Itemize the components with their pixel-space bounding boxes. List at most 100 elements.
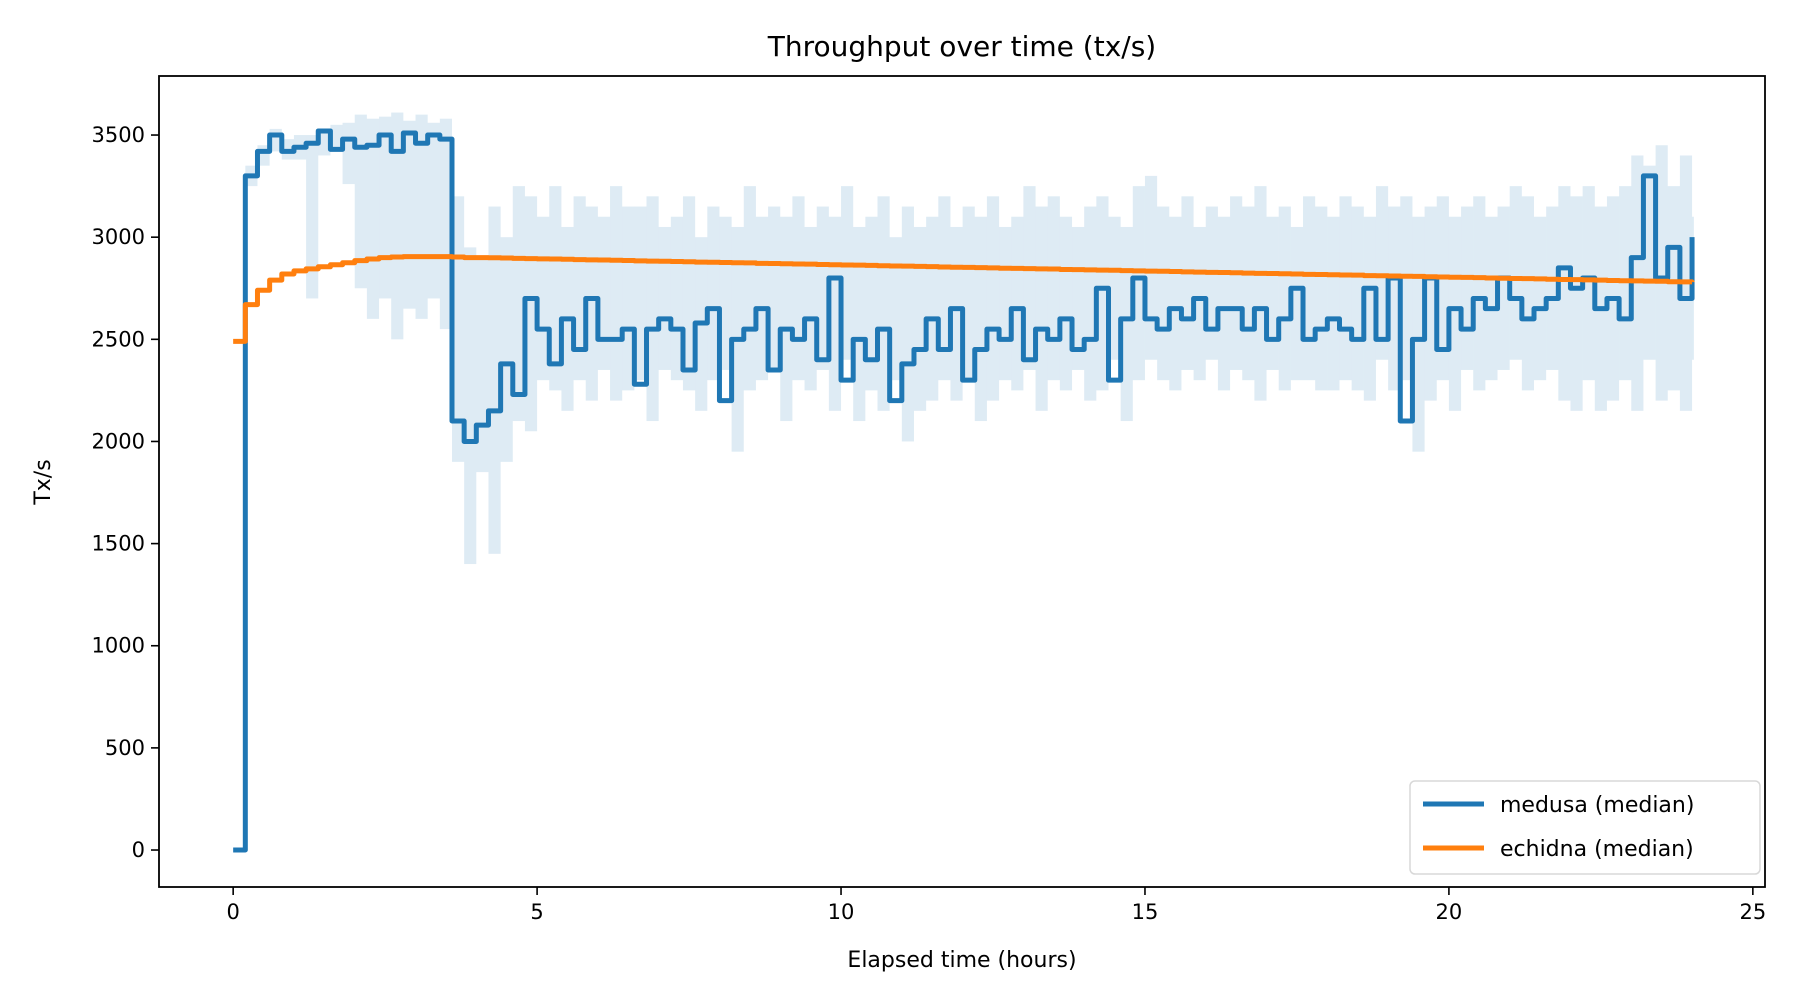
band-segment bbox=[488, 206, 501, 554]
band-segment bbox=[1327, 216, 1340, 391]
plot-frame bbox=[158, 75, 1766, 888]
series-line-medusa bbox=[233, 128, 1695, 853]
series-lines bbox=[233, 128, 1695, 853]
band-segment bbox=[585, 206, 598, 401]
band-segment bbox=[476, 257, 489, 473]
band-segment bbox=[1546, 206, 1559, 370]
band-segment bbox=[1084, 206, 1097, 401]
band-segment bbox=[658, 226, 671, 370]
x-tick-label: 25 bbox=[1739, 900, 1766, 924]
band-segment bbox=[1072, 226, 1085, 370]
band-segment bbox=[415, 114, 428, 319]
band-segment bbox=[962, 206, 975, 381]
band-segment bbox=[379, 116, 392, 299]
band-segment bbox=[950, 226, 963, 401]
band-segment bbox=[865, 216, 878, 391]
band-segment bbox=[1509, 186, 1522, 360]
band-segment bbox=[1011, 216, 1024, 391]
band-segment bbox=[1521, 196, 1535, 391]
band-segment bbox=[1315, 206, 1328, 391]
band-segment bbox=[1436, 196, 1449, 381]
band-segment bbox=[403, 120, 416, 309]
band-segment bbox=[634, 206, 647, 381]
band-segment bbox=[938, 196, 951, 381]
band-segment bbox=[1108, 216, 1121, 360]
band-segment bbox=[1570, 196, 1583, 411]
band-segment bbox=[1351, 206, 1364, 391]
x-tick-label: 5 bbox=[530, 900, 543, 924]
x-tick-label: 15 bbox=[1132, 900, 1159, 924]
band-segment bbox=[1534, 216, 1547, 381]
band-segment bbox=[974, 216, 987, 422]
y-tick-label: 0 bbox=[132, 838, 145, 862]
band-segment bbox=[1169, 216, 1182, 391]
x-axis-ticks: 0 5 10 15 20 25 bbox=[226, 887, 1766, 924]
band-segment bbox=[512, 186, 525, 422]
band-segment bbox=[622, 206, 635, 391]
band-segment bbox=[1558, 186, 1571, 401]
band-segment bbox=[306, 135, 319, 299]
legend: medusa (median) echidna (median) bbox=[1409, 780, 1761, 875]
band-segment bbox=[500, 237, 513, 462]
y-tick-label: 3000 bbox=[92, 225, 145, 249]
band-segment bbox=[780, 216, 793, 422]
chart-title: Throughput over time (tx/s) bbox=[767, 30, 1156, 63]
band-segment bbox=[1254, 186, 1267, 401]
legend-box bbox=[1409, 780, 1761, 875]
band-segment bbox=[719, 216, 732, 370]
band-segment bbox=[1667, 186, 1680, 391]
legend-label-echidna: echidna (median) bbox=[1500, 837, 1694, 862]
band-segment bbox=[1339, 196, 1352, 381]
band-segment bbox=[999, 226, 1012, 381]
band-segment bbox=[1266, 216, 1279, 370]
legend-label-medusa: medusa (median) bbox=[1500, 793, 1694, 818]
series-line-echidna bbox=[233, 254, 1695, 344]
band-segment bbox=[816, 206, 829, 370]
band-segment bbox=[1181, 196, 1194, 370]
y-axis-label: Tx/s bbox=[31, 459, 56, 505]
band-segment bbox=[464, 247, 477, 565]
band-segment bbox=[841, 186, 854, 360]
band-segment bbox=[1582, 186, 1595, 381]
band-segment bbox=[986, 196, 1000, 401]
band-segment bbox=[768, 206, 781, 370]
band-segment bbox=[755, 216, 769, 381]
band-segment bbox=[1096, 196, 1109, 391]
y-tick-label: 2500 bbox=[92, 327, 145, 351]
band-segment bbox=[926, 216, 939, 401]
band-segment bbox=[1144, 175, 1158, 360]
band-segment bbox=[1461, 206, 1474, 370]
band-segment bbox=[1473, 196, 1486, 391]
x-axis-label: Elapsed time (hours) bbox=[847, 948, 1076, 973]
band-segment bbox=[1290, 226, 1304, 381]
y-tick-label: 3500 bbox=[92, 123, 145, 147]
band-segment bbox=[1193, 226, 1206, 381]
y-tick-label: 2000 bbox=[92, 429, 145, 453]
band-segment bbox=[1643, 165, 1656, 360]
band-segment bbox=[1424, 206, 1437, 401]
band-segment bbox=[901, 206, 914, 442]
x-tick-label: 10 bbox=[828, 900, 855, 924]
band-segment bbox=[342, 122, 355, 185]
band-segment bbox=[391, 112, 404, 340]
band-segment bbox=[427, 122, 440, 299]
y-tick-label: 1500 bbox=[92, 532, 145, 556]
band-segment bbox=[889, 237, 902, 381]
band-segment bbox=[1120, 226, 1133, 422]
band-segment bbox=[451, 196, 465, 462]
band-segment bbox=[597, 216, 611, 370]
band-segment bbox=[646, 196, 659, 422]
band-segment bbox=[707, 206, 720, 381]
band-segment bbox=[1157, 206, 1170, 381]
band-segment bbox=[877, 196, 890, 411]
band-segment bbox=[1205, 206, 1218, 360]
x-tick-label: 0 bbox=[226, 900, 239, 924]
medusa-range-band bbox=[245, 112, 1694, 565]
band-segment bbox=[1035, 206, 1048, 411]
band-segment bbox=[1217, 216, 1231, 391]
band-segment bbox=[366, 118, 380, 319]
band-segment bbox=[354, 114, 367, 289]
band-segment bbox=[1375, 186, 1389, 360]
band-segment bbox=[853, 226, 866, 422]
